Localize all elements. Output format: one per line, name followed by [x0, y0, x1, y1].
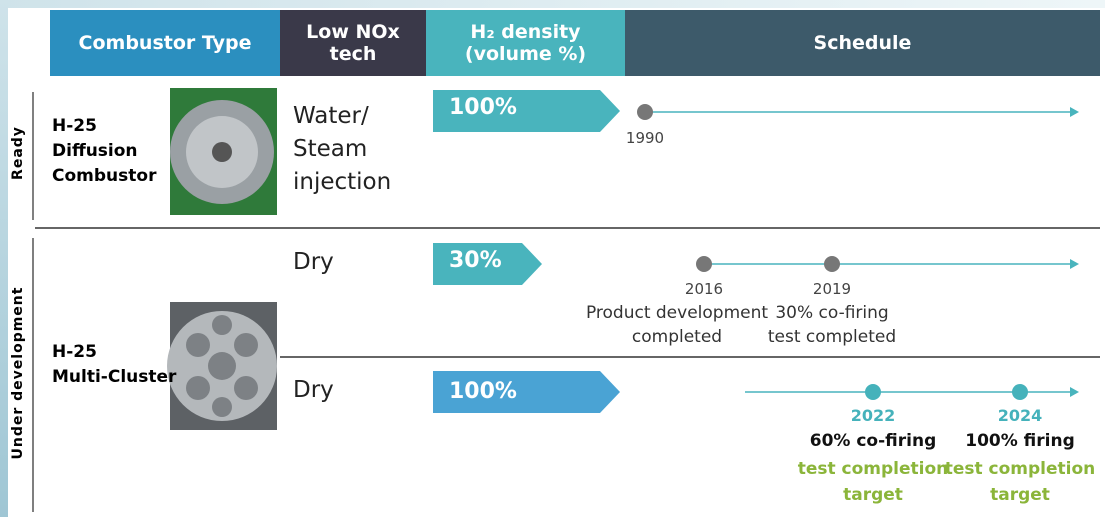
year: 1990 [625, 129, 665, 147]
combustor-name: H-25 Multi-Cluster [52, 342, 177, 387]
event-desc: 30% co-firing test completed [767, 303, 897, 347]
left-strip [0, 0, 8, 517]
density: 100% (target) [449, 379, 547, 444]
event-desc: Product development completed [585, 303, 769, 347]
event-desc: 60% co-firing [809, 431, 937, 451]
tech: Dry [293, 377, 334, 403]
event-note: test completion target [944, 459, 1096, 505]
year: 2016 [684, 280, 724, 298]
header-cell: Schedule [625, 10, 1100, 76]
group-label: Ready [10, 126, 26, 180]
density: 100% [449, 95, 517, 120]
density-banner [433, 90, 620, 132]
top-strip [0, 0, 1105, 8]
timeline-dot [637, 104, 1028, 400]
year: 2024 [997, 406, 1043, 425]
density-banner [433, 243, 542, 285]
year: 2019 [812, 280, 852, 298]
density: 30% [449, 248, 502, 273]
event-note: test completion target [797, 459, 949, 505]
combustor-image [167, 302, 277, 430]
tech: Dry [293, 249, 334, 275]
combustor-image [170, 88, 277, 215]
timeline [645, 107, 1079, 397]
tech: Water/ Steam injection [293, 103, 392, 195]
year: 2022 [850, 406, 896, 425]
group-label: Under development [10, 286, 26, 460]
header-cell: H₂ density (volume %) [426, 10, 625, 76]
header-cell: Combustor Type [50, 10, 280, 76]
header-cell: Low NOx tech [280, 10, 426, 76]
combustor-name: H-25 Diffusion Combustor [52, 116, 157, 186]
density-banner [433, 371, 620, 413]
event-desc: 100% firing [965, 431, 1075, 451]
